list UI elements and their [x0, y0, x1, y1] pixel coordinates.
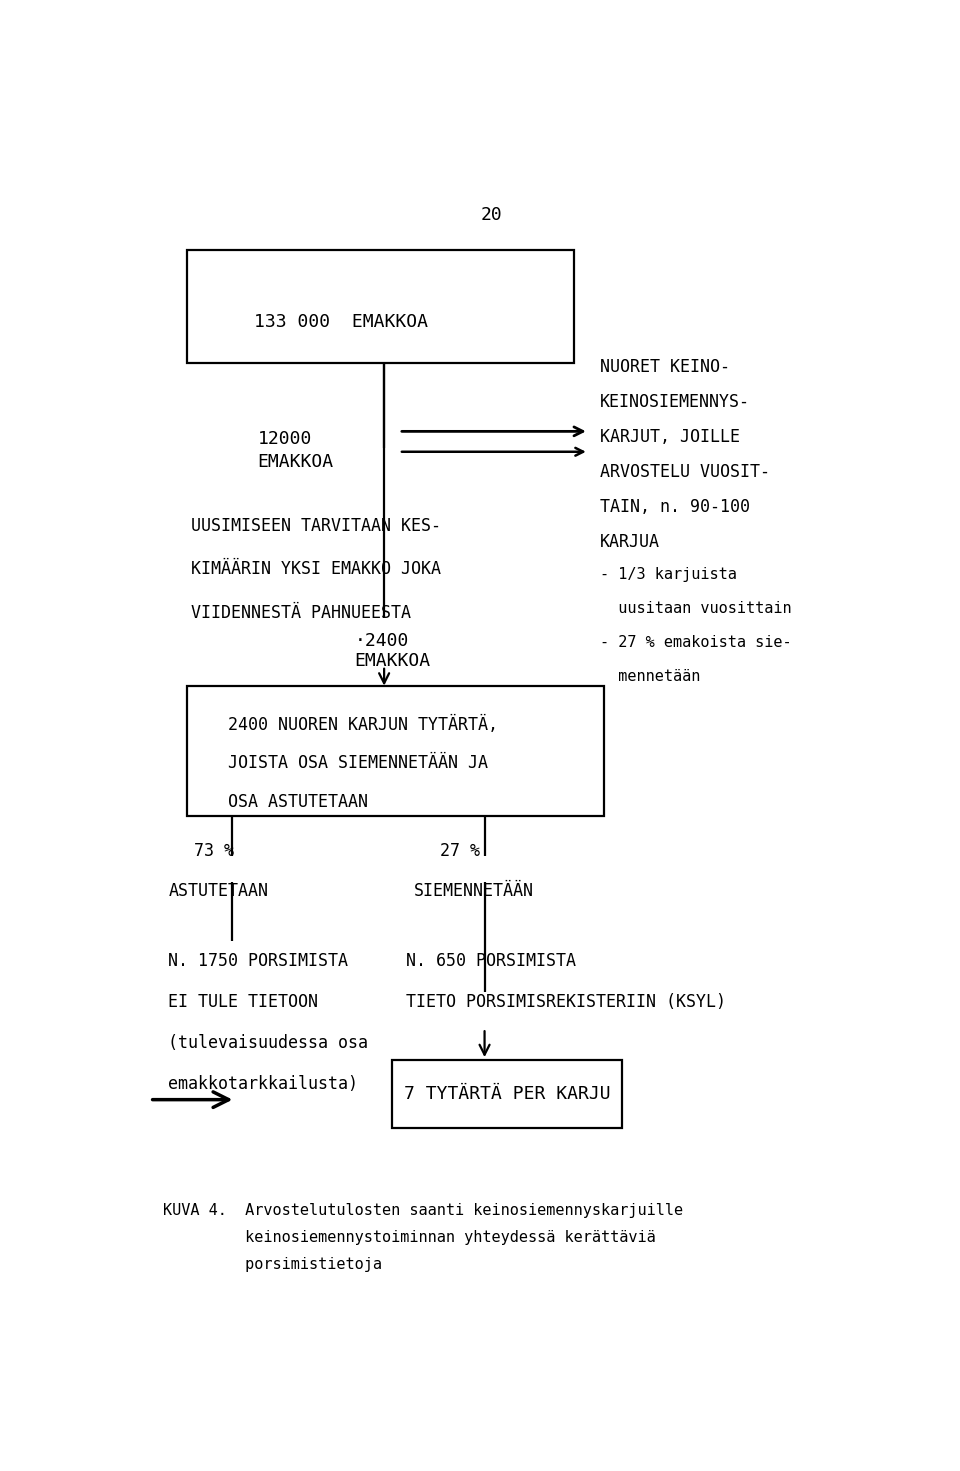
- Text: keinosiemennystoiminnan yhteydessä kerättäviä: keinosiemennystoiminnan yhteydessä kerät…: [163, 1230, 656, 1244]
- Text: 2400 NUOREN KARJUN TYTÄRTÄ,: 2400 NUOREN KARJUN TYTÄRTÄ,: [228, 716, 498, 734]
- Text: KARJUT, JOILLE: KARJUT, JOILLE: [600, 428, 740, 446]
- Text: 133 000  EMAKKOA: 133 000 EMAKKOA: [253, 312, 428, 331]
- Text: ARVOSTELU VUOSIT-: ARVOSTELU VUOSIT-: [600, 463, 770, 481]
- Text: - 27 % emakoista sie-: - 27 % emakoista sie-: [600, 635, 791, 650]
- Text: JOISTA OSA SIEMENNETÄÄN JA: JOISTA OSA SIEMENNETÄÄN JA: [228, 755, 488, 772]
- FancyBboxPatch shape: [187, 250, 574, 363]
- FancyBboxPatch shape: [187, 685, 604, 816]
- Text: UUSIMISEEN TARVITAAN KES-: UUSIMISEEN TARVITAAN KES-: [191, 518, 441, 535]
- Text: EMAKKOA: EMAKKOA: [257, 453, 334, 471]
- Text: (tulevaisuudessa osa: (tulevaisuudessa osa: [168, 1034, 369, 1052]
- Text: VIIDENNESTÄ PAHNUEESTA: VIIDENNESTÄ PAHNUEESTA: [191, 603, 411, 622]
- Text: 20: 20: [481, 206, 503, 224]
- Text: 7 TYTÄRTÄ PER KARJU: 7 TYTÄRTÄ PER KARJU: [403, 1086, 611, 1103]
- Text: KEINOSIEMENNYS-: KEINOSIEMENNYS-: [600, 393, 750, 410]
- Text: OSA ASTUTETAAN: OSA ASTUTETAAN: [228, 793, 368, 811]
- Text: EI TULE TIETOON: EI TULE TIETOON: [168, 993, 319, 1011]
- Text: porsimistietoja: porsimistietoja: [163, 1258, 382, 1272]
- Text: KIMÄÄRIN YKSI EMAKKO JOKA: KIMÄÄRIN YKSI EMAKKO JOKA: [191, 560, 441, 578]
- Text: KUVA 4.  Arvostelutulosten saanti keinosiemennyskarjuille: KUVA 4. Arvostelutulosten saanti keinosi…: [163, 1203, 684, 1218]
- Text: SIEMENNETÄÄN: SIEMENNETÄÄN: [414, 883, 534, 900]
- Text: 27 %: 27 %: [440, 841, 480, 859]
- Text: mennetään: mennetään: [600, 669, 700, 684]
- Text: TAIN, n. 90-100: TAIN, n. 90-100: [600, 499, 750, 516]
- Text: N. 650 PORSIMISTA: N. 650 PORSIMISTA: [406, 952, 576, 971]
- Text: 73 %: 73 %: [194, 841, 234, 859]
- Text: uusitaan vuosittain: uusitaan vuosittain: [600, 602, 791, 616]
- Text: - 1/3 karjuista: - 1/3 karjuista: [600, 568, 736, 583]
- Text: NUORET KEINO-: NUORET KEINO-: [600, 357, 730, 375]
- Text: TIETO PORSIMISREKISTERIIN (KSYL): TIETO PORSIMISREKISTERIIN (KSYL): [406, 993, 727, 1011]
- Text: ·2400: ·2400: [354, 633, 409, 650]
- FancyBboxPatch shape: [392, 1061, 622, 1128]
- Text: 12000: 12000: [257, 431, 312, 449]
- Text: emakkotarkkailusta): emakkotarkkailusta): [168, 1075, 358, 1093]
- Text: ASTUTETAAN: ASTUTETAAN: [168, 883, 269, 900]
- Text: KARJUA: KARJUA: [600, 534, 660, 552]
- Text: N. 1750 PORSIMISTA: N. 1750 PORSIMISTA: [168, 952, 348, 971]
- Text: EMAKKOA: EMAKKOA: [354, 652, 430, 671]
